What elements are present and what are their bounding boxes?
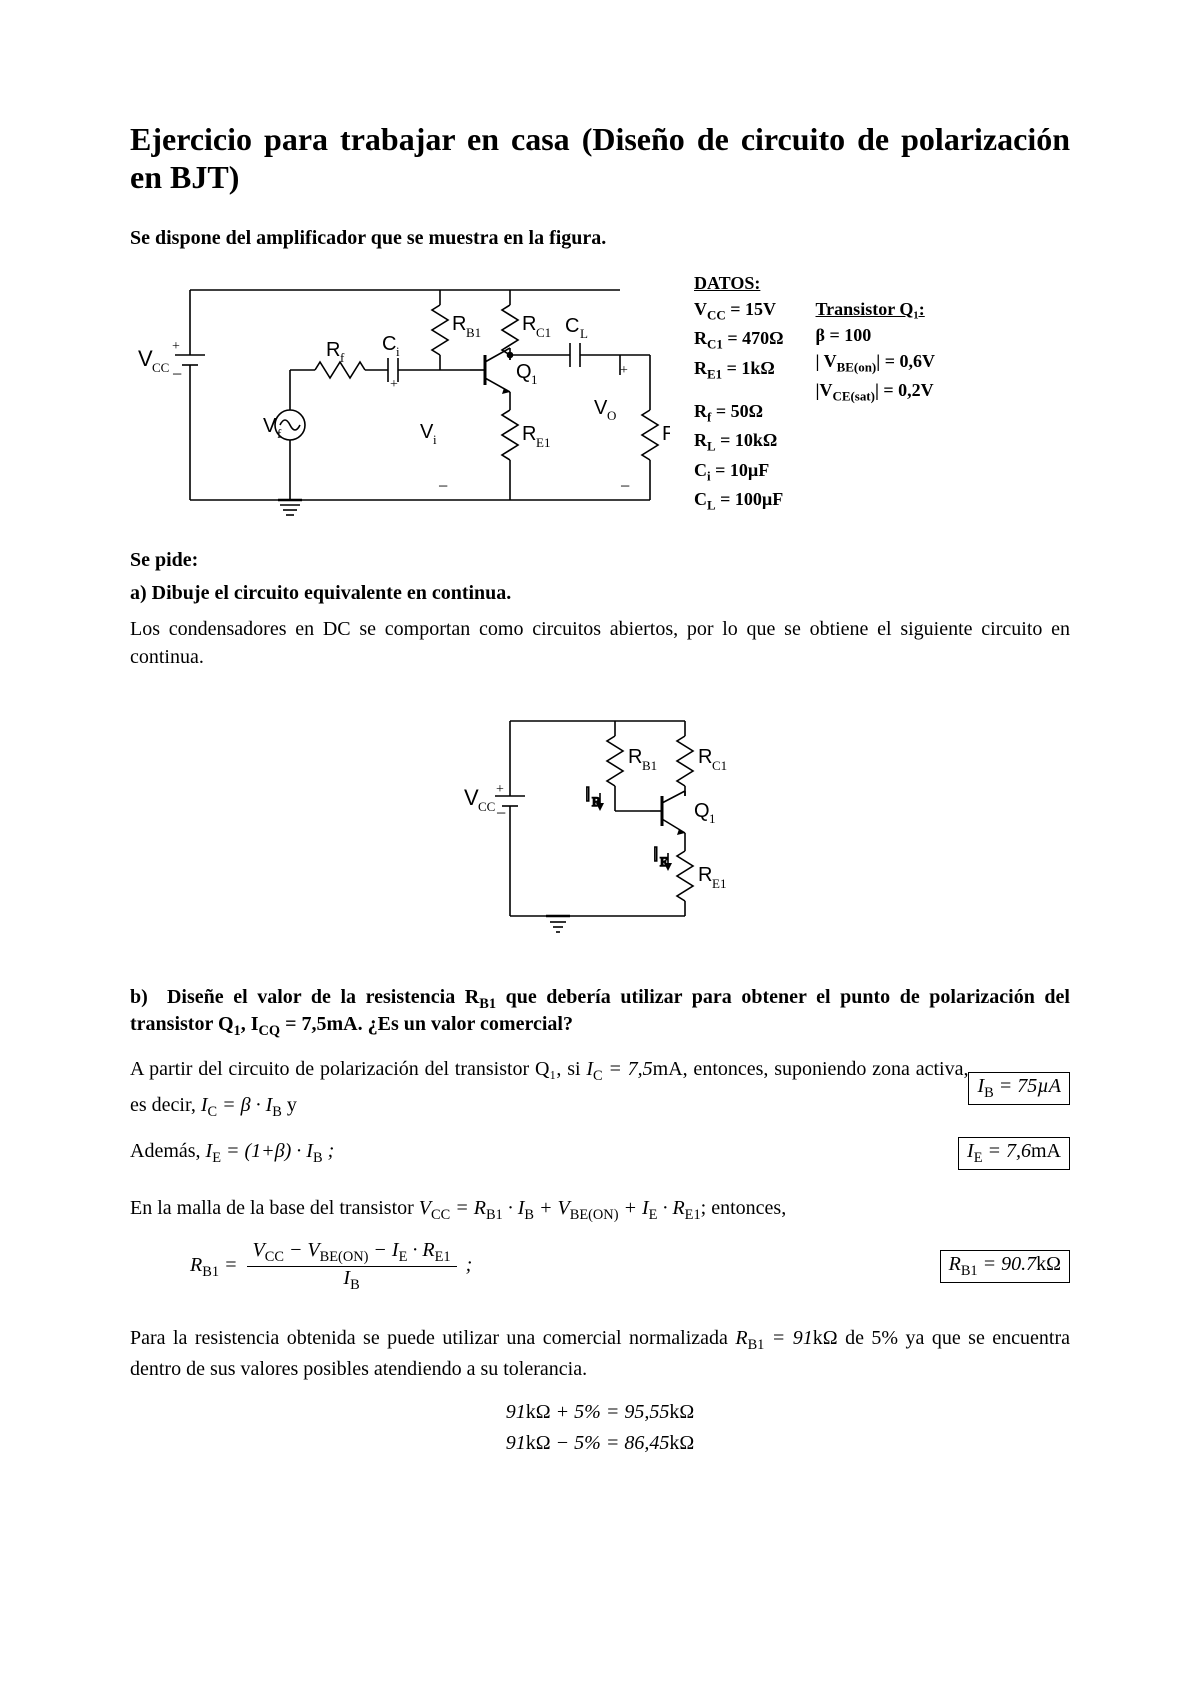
svg-text:−: − xyxy=(620,476,630,496)
text-a: Los condensadores en DC se comportan com… xyxy=(130,615,1070,671)
eq-tol2: 91kΩ − 5% = 86,45kΩ xyxy=(130,1428,1070,1459)
circuit-and-data-row: VCC + − Rf Ci + Vf RB1 RC1 Q1 RE1 CL RL … xyxy=(130,270,1070,535)
text-b4: Para la resistencia obtenida se puede ut… xyxy=(130,1324,1070,1383)
svg-text:1: 1 xyxy=(709,811,716,826)
text-b2: Además, IE = (1+β) · IB ; xyxy=(130,1140,958,1167)
svg-text:B1: B1 xyxy=(642,758,657,773)
datos-line: Rf = 50Ω xyxy=(694,398,784,427)
svg-text:V: V xyxy=(594,397,608,419)
svg-text:R: R xyxy=(698,746,712,768)
svg-text:C1: C1 xyxy=(712,758,727,773)
text-b1: A partir del circuito de polarización de… xyxy=(130,1052,968,1125)
svg-text:R: R xyxy=(698,864,712,886)
datos-line: RL = 10kΩ xyxy=(694,427,784,456)
svg-text:Q: Q xyxy=(694,800,710,822)
svg-text:+: + xyxy=(496,782,504,797)
svg-text:+: + xyxy=(390,377,398,392)
svg-text:E1: E1 xyxy=(536,435,550,450)
se-pide: Se pide: xyxy=(130,549,1070,572)
svg-text:i: i xyxy=(396,344,400,359)
svg-text:R: R xyxy=(326,339,340,361)
svg-text:C: C xyxy=(565,315,579,337)
paragraph-b2: Además, IE = (1+β) · IB ; IE = 7,6mA xyxy=(130,1137,1070,1170)
svg-text:1: 1 xyxy=(531,372,538,387)
svg-text:R: R xyxy=(522,313,536,335)
svg-text:R: R xyxy=(522,423,536,445)
svg-text:V: V xyxy=(138,346,153,371)
text-b3: En la malla de la base del transistor VC… xyxy=(130,1194,1070,1225)
svg-text:i: i xyxy=(433,432,437,447)
svg-text:C1: C1 xyxy=(536,325,551,340)
main-circuit: VCC + − Rf Ci + Vf RB1 RC1 Q1 RE1 CL RL … xyxy=(130,270,670,535)
svg-text:f: f xyxy=(277,426,282,441)
svg-text:I: I xyxy=(585,784,591,806)
subtitle: Se dispone del amplificador que se muest… xyxy=(130,227,1070,250)
circuit-svg-dc: IB IE VCC + − RB1 xyxy=(450,701,750,941)
svg-text:O: O xyxy=(607,408,616,423)
page-title: Ejercicio para trabajar en casa (Diseño … xyxy=(130,120,1070,197)
svg-text:−: − xyxy=(438,476,448,496)
tolerance-equations: 91kΩ + 5% = 95,55kΩ 91kΩ − 5% = 86,45kΩ xyxy=(130,1397,1070,1459)
item-a-label: a) Dibuje el circuito equivalente en con… xyxy=(130,582,1070,605)
svg-text:Q: Q xyxy=(516,361,532,383)
svg-text:−: − xyxy=(496,803,506,823)
eq-tol1: 91kΩ + 5% = 95,55kΩ xyxy=(130,1397,1070,1428)
transistor-column: Transistor Q₁: β = 100 | VBE(on)| = 0,6V… xyxy=(816,270,935,516)
svg-text:C: C xyxy=(382,333,396,355)
datos-line: Ci = 10µF xyxy=(694,457,784,486)
box-rb: RB1 = 90.7kΩ xyxy=(940,1250,1070,1283)
svg-text:CC: CC xyxy=(152,360,169,375)
datos-header: DATOS: xyxy=(694,270,784,296)
transistor-line: |VCE(sat)| = 0,2V xyxy=(816,377,935,406)
rb-equation: RB1 = VCC − VBE(ON) − IE · RE1 IB ; xyxy=(130,1239,940,1294)
svg-text:B1: B1 xyxy=(466,325,481,340)
paragraph-b1: A partir del circuito de polarización de… xyxy=(130,1052,1070,1125)
svg-text:R: R xyxy=(452,313,466,335)
transistor-line: | VBE(on)| = 0,6V xyxy=(816,348,935,377)
datos-column: DATOS: VCC = 15V RC1 = 470Ω RE1 = 1kΩ Rf… xyxy=(694,270,784,516)
svg-text:R: R xyxy=(662,423,670,445)
svg-text:CC: CC xyxy=(478,799,495,814)
transistor-header: Transistor Q₁: xyxy=(816,296,935,322)
rb-equation-row: RB1 = VCC − VBE(ON) − IE · RE1 IB ; RB1 … xyxy=(130,1239,1070,1294)
datos-line: VCC = 15V xyxy=(694,296,784,325)
svg-text:E1: E1 xyxy=(712,876,726,891)
box-ib: IB = 75µA xyxy=(968,1072,1070,1105)
svg-text:+: + xyxy=(620,363,628,378)
datos-line: RE1 = 1kΩ xyxy=(694,355,784,384)
svg-text:V: V xyxy=(420,421,434,443)
svg-text:V: V xyxy=(263,415,277,437)
svg-text:−: − xyxy=(172,364,182,384)
svg-text:+: + xyxy=(172,339,180,354)
document-page: Ejercicio para trabajar en casa (Diseño … xyxy=(0,0,1200,1697)
item-b-label: b) Diseñe el valor de la resistencia RB1… xyxy=(130,986,1070,1040)
datos-line: RC1 = 470Ω xyxy=(694,325,784,354)
datos-line: CL = 100µF xyxy=(694,486,784,515)
circuit-svg-main: VCC + − Rf Ci + Vf RB1 RC1 Q1 RE1 CL RL … xyxy=(130,270,670,530)
svg-text:R: R xyxy=(628,746,642,768)
svg-text:I: I xyxy=(653,844,659,866)
datos-block: DATOS: VCC = 15V RC1 = 470Ω RE1 = 1kΩ Rf… xyxy=(670,270,1070,516)
svg-text:f: f xyxy=(340,350,345,365)
transistor-line: β = 100 xyxy=(816,322,935,348)
box-ie: IE = 7,6mA xyxy=(958,1137,1070,1170)
svg-text:L: L xyxy=(580,326,588,341)
dc-circuit-figure: IB IE VCC + − RB1 xyxy=(130,701,1070,946)
svg-text:V: V xyxy=(464,785,479,810)
